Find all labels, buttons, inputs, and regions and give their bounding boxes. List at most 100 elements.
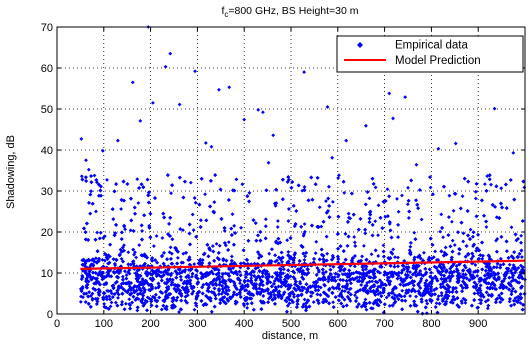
data-point-4946 [102, 304, 107, 309]
data-point-3831 [276, 284, 281, 289]
data-point-3983 [277, 289, 282, 294]
data-point-4511 [221, 278, 226, 282]
data-point-181 [326, 279, 331, 284]
data-point-476 [490, 280, 495, 285]
data-point-4659 [97, 182, 101, 187]
data-point-4645 [327, 203, 332, 208]
data-point-446 [418, 278, 423, 283]
data-point-565 [100, 257, 105, 262]
data-point-4081 [380, 226, 385, 231]
data-point-572 [285, 295, 289, 300]
data-point-4393 [114, 258, 119, 262]
data-point-4504 [407, 209, 412, 214]
data-point-458 [367, 196, 372, 201]
data-point-4215 [195, 281, 200, 286]
data-point-4228 [466, 252, 471, 257]
data-point-3941 [445, 296, 450, 301]
data-point-617 [281, 267, 286, 272]
data-point-4931 [158, 289, 163, 294]
data-point-3740 [89, 277, 94, 282]
data-point-3895 [498, 256, 503, 261]
data-point-3999 [113, 261, 117, 266]
data-point-190 [157, 284, 162, 289]
data-point-4871 [381, 249, 386, 254]
data-point-4312 [306, 198, 311, 203]
data-point-298 [280, 259, 284, 264]
data-point-3750 [462, 263, 467, 268]
data-point-4391 [336, 257, 341, 261]
data-point-4943 [227, 277, 232, 282]
data-point-4136 [455, 303, 460, 308]
data-point-4756 [147, 225, 152, 230]
data-point-196 [181, 228, 185, 233]
data-point-4178 [162, 215, 167, 220]
data-point-4094 [478, 253, 483, 258]
data-point-360 [507, 262, 512, 267]
data-point-3957 [110, 295, 115, 299]
data-point-4692 [187, 279, 192, 284]
data-point-4175 [83, 230, 88, 234]
data-point-4026 [209, 269, 214, 274]
data-point-3561 [131, 294, 136, 299]
data-point-4595 [507, 287, 511, 292]
data-point-4352 [190, 291, 195, 296]
data-point-552 [190, 212, 195, 217]
data-point-4457 [175, 249, 180, 254]
data-point-4283 [273, 201, 277, 206]
data-point-244 [230, 212, 235, 217]
data-point-4536 [115, 303, 120, 308]
data-point-81 [352, 235, 357, 239]
data-point-105 [245, 306, 250, 310]
data-point-4885 [188, 242, 192, 247]
data-point-3977 [185, 279, 190, 284]
data-point-4197 [430, 243, 435, 247]
data-point-4247 [475, 246, 479, 251]
data-point-95 [226, 240, 231, 245]
data-point-327 [387, 303, 392, 308]
data-point-4203 [365, 190, 370, 194]
data-point-4543 [149, 299, 154, 304]
data-point-4749 [223, 241, 227, 245]
data-point-3767 [220, 284, 225, 288]
data-point-3665 [111, 217, 116, 222]
data-point-4032 [345, 272, 350, 276]
data-point-3998 [478, 288, 483, 293]
data-point-477 [436, 294, 441, 299]
data-point-4666 [388, 263, 393, 268]
data-point-4083 [378, 285, 383, 289]
data-point-521 [484, 225, 489, 229]
data-point-3769 [128, 303, 133, 308]
data-point-427 [375, 288, 380, 293]
data-point-4558 [330, 257, 334, 262]
data-point-4547 [434, 266, 439, 270]
data-point-3636 [156, 285, 161, 290]
data-point-4437 [273, 271, 278, 276]
data-point-4582 [238, 261, 243, 266]
data-point-4660 [355, 275, 360, 280]
data-point-62 [126, 250, 131, 255]
data-point-146 [110, 284, 115, 288]
data-point-4191 [220, 295, 225, 300]
data-point-22 [229, 254, 234, 259]
data-point-4360 [90, 201, 95, 206]
data-point-4870 [451, 286, 456, 290]
data-point-535 [120, 274, 125, 279]
data-point-4881 [82, 226, 86, 231]
data-point-3732 [190, 271, 195, 276]
data-point-4288 [511, 266, 516, 271]
data-point-4937 [185, 290, 190, 294]
data-point-3913 [212, 291, 216, 296]
data-point-4382 [494, 184, 499, 189]
data-point-4758 [209, 290, 214, 294]
data-point-4424 [151, 294, 155, 299]
data-point-443 [311, 300, 316, 305]
data-point-4808 [428, 175, 432, 180]
data-point-3858 [429, 270, 434, 275]
data-point-4205 [520, 219, 525, 223]
data-point-418 [514, 238, 519, 243]
data-point-3934 [212, 286, 217, 291]
data-point-4282 [279, 271, 284, 275]
data-point-4540 [123, 281, 128, 286]
data-point-4426 [367, 269, 371, 274]
data-point-4045 [505, 249, 509, 254]
